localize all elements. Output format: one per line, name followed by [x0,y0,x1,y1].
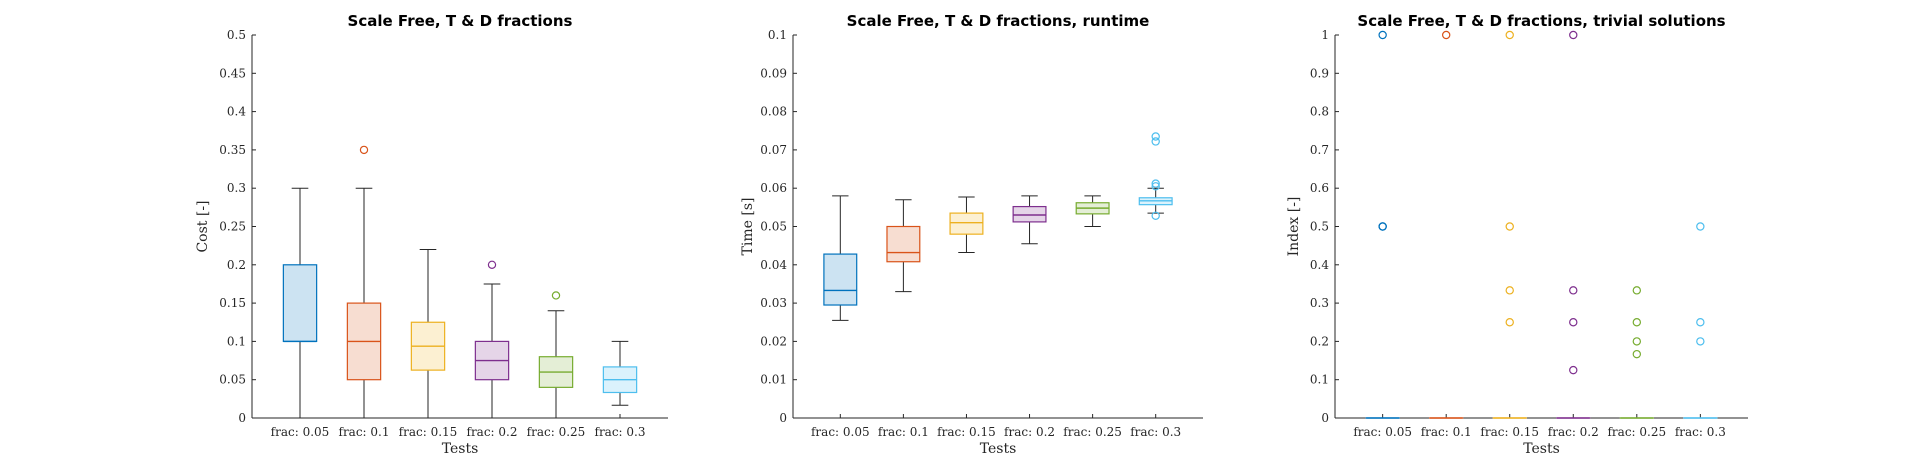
y-tick-label: 0.45 [219,66,246,80]
box [282,264,318,342]
y-tick-label: 1 [1321,28,1329,42]
y-tick-label: 0.08 [760,105,787,119]
outlier-point [1378,30,1387,40]
x-tick-label: frac: 0.2 [1004,425,1055,439]
outlier-point [1151,132,1160,141]
y-tick-label: 0.02 [760,334,787,348]
y-tick-label: 0.7 [1310,143,1329,157]
outlier-point [1696,337,1705,346]
y-tick-label: 0.07 [760,143,787,157]
y-tick-label: 0.1 [1310,373,1329,387]
box [949,212,984,235]
y-tick-label: 0.3 [1310,296,1329,310]
outlier-point [1696,318,1705,327]
x-tick-label: frac: 0.15 [399,425,458,439]
y-tick-label: 0.01 [760,373,787,387]
y-axis-label: Time [s] [740,198,756,256]
x-tick-label: frac: 0.1 [1421,425,1472,439]
x-axis-label: Tests [442,441,479,457]
x-tick-label: frac: 0.1 [339,425,390,439]
box [1012,205,1047,223]
y-tick-label: 0.5 [227,28,246,42]
box [823,253,858,306]
y-tick-label: 0.05 [760,220,787,234]
outlier-point [551,291,561,300]
box [886,225,921,263]
y-tick-label: 0.1 [768,28,787,42]
x-tick-label: frac: 0.3 [1675,425,1726,439]
y-tick-label: 0.2 [227,258,246,272]
x-axis-label: Tests [980,441,1017,457]
y-tick-label: 0.09 [760,66,787,80]
y-tick-label: 0.9 [1310,66,1329,80]
outlier-point [1696,222,1705,231]
y-tick-label: 0.8 [1310,105,1329,119]
outlier-point [1632,318,1642,327]
x-tick-label: frac: 0.1 [878,425,929,439]
x-tick-label: frac: 0.3 [1130,425,1181,439]
x-axis-label: Tests [1523,441,1560,457]
outlier-point [1632,286,1642,295]
outlier-point [1151,211,1160,220]
y-tick-label: 0.05 [219,373,246,387]
outlier-point [1505,30,1514,40]
y-axis-label: Index [-] [1286,197,1302,257]
outlier-point [487,260,497,269]
y-tick-label: 0.4 [1310,258,1329,272]
outlier-point [1505,318,1514,327]
y-tick-label: 0.06 [760,181,787,195]
y-tick-label: 0 [779,411,787,425]
outlier-point [1632,337,1642,346]
outlier-point [1632,349,1642,359]
y-tick-label: 0.5 [1310,220,1329,234]
y-tick-label: 0.2 [1310,334,1329,348]
y-tick-label: 0.03 [760,296,787,310]
y-tick-label: 0.3 [227,181,246,195]
y-tick-label: 0.1 [227,334,246,348]
y-tick-label: 0.25 [219,220,246,234]
y-tick-label: 0.6 [1310,181,1329,195]
outlier-point [1569,318,1578,327]
outlier-point [1151,179,1160,188]
y-tick-label: 0 [1321,411,1329,425]
x-tick-label: frac: 0.15 [937,425,996,439]
outlier-point [1505,222,1514,231]
x-tick-label: frac: 0.15 [1480,425,1539,439]
chart-title: Scale Free, T & D fractions [348,12,573,30]
outlier-point [1569,365,1578,375]
outlier-point [1569,30,1578,40]
outlier-point [1569,286,1578,295]
x-tick-label: frac: 0.05 [271,425,330,439]
x-tick-label: frac: 0.25 [1063,425,1122,439]
outlier-point [1378,222,1387,231]
y-tick-label: 0.4 [227,105,246,119]
x-tick-label: frac: 0.05 [1353,425,1412,439]
outlier-point [1151,137,1160,146]
y-tick-label: 0.35 [219,143,246,157]
outlier-point [1505,286,1514,295]
x-tick-label: frac: 0.2 [1548,425,1599,439]
x-tick-label: frac: 0.25 [1607,425,1666,439]
x-tick-label: frac: 0.3 [595,425,646,439]
chart-title: Scale Free, T & D fractions, runtime [847,12,1150,30]
outlier-point [1441,30,1451,40]
outlier-point [1151,182,1160,191]
y-axis-label: Cost [-] [195,200,211,252]
x-tick-label: frac: 0.2 [467,425,518,439]
outlier-point [359,145,369,155]
y-tick-label: 0.04 [760,258,787,272]
x-tick-label: frac: 0.25 [527,425,586,439]
chart-title: Scale Free, T & D fractions, trivial sol… [1357,12,1725,30]
x-tick-label: frac: 0.05 [811,425,870,439]
y-tick-label: 0.15 [219,296,246,310]
y-tick-label: 0 [238,411,246,425]
